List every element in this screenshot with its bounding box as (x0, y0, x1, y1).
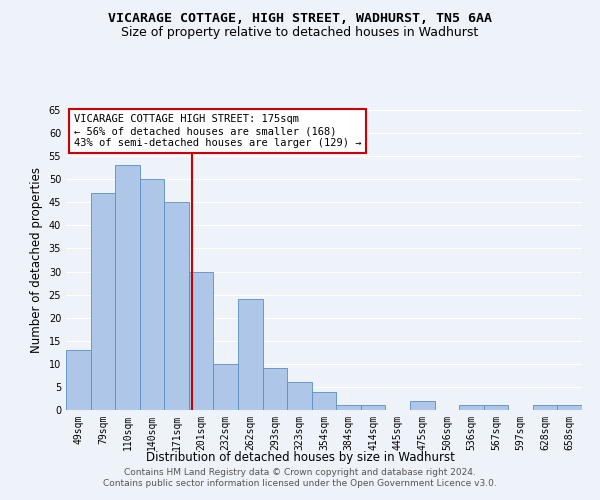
Bar (557, 406, 582, 410)
Bar (287, 382, 312, 410)
Bar (66, 350, 91, 410)
Y-axis label: Number of detached properties: Number of detached properties (30, 167, 43, 353)
Bar (263, 368, 287, 410)
Bar (91, 193, 115, 410)
Text: Size of property relative to detached houses in Wadhurst: Size of property relative to detached ho… (121, 26, 479, 39)
Bar (484, 406, 508, 410)
Bar (140, 179, 164, 410)
Text: Distribution of detached houses by size in Wadhurst: Distribution of detached houses by size … (146, 451, 454, 464)
Bar (214, 364, 238, 410)
Bar (336, 406, 361, 410)
Text: VICARAGE COTTAGE, HIGH STREET, WADHURST, TN5 6AA: VICARAGE COTTAGE, HIGH STREET, WADHURST,… (108, 12, 492, 26)
Bar (164, 202, 189, 410)
Bar (361, 406, 385, 410)
Bar (115, 166, 140, 410)
Bar (533, 406, 557, 410)
Bar (459, 406, 484, 410)
Bar (189, 272, 214, 410)
Text: Contains HM Land Registry data © Crown copyright and database right 2024.
Contai: Contains HM Land Registry data © Crown c… (103, 468, 497, 487)
Bar (410, 401, 434, 410)
Bar (238, 299, 263, 410)
Text: VICARAGE COTTAGE HIGH STREET: 175sqm
← 56% of detached houses are smaller (168)
: VICARAGE COTTAGE HIGH STREET: 175sqm ← 5… (74, 114, 361, 148)
Bar (312, 392, 336, 410)
